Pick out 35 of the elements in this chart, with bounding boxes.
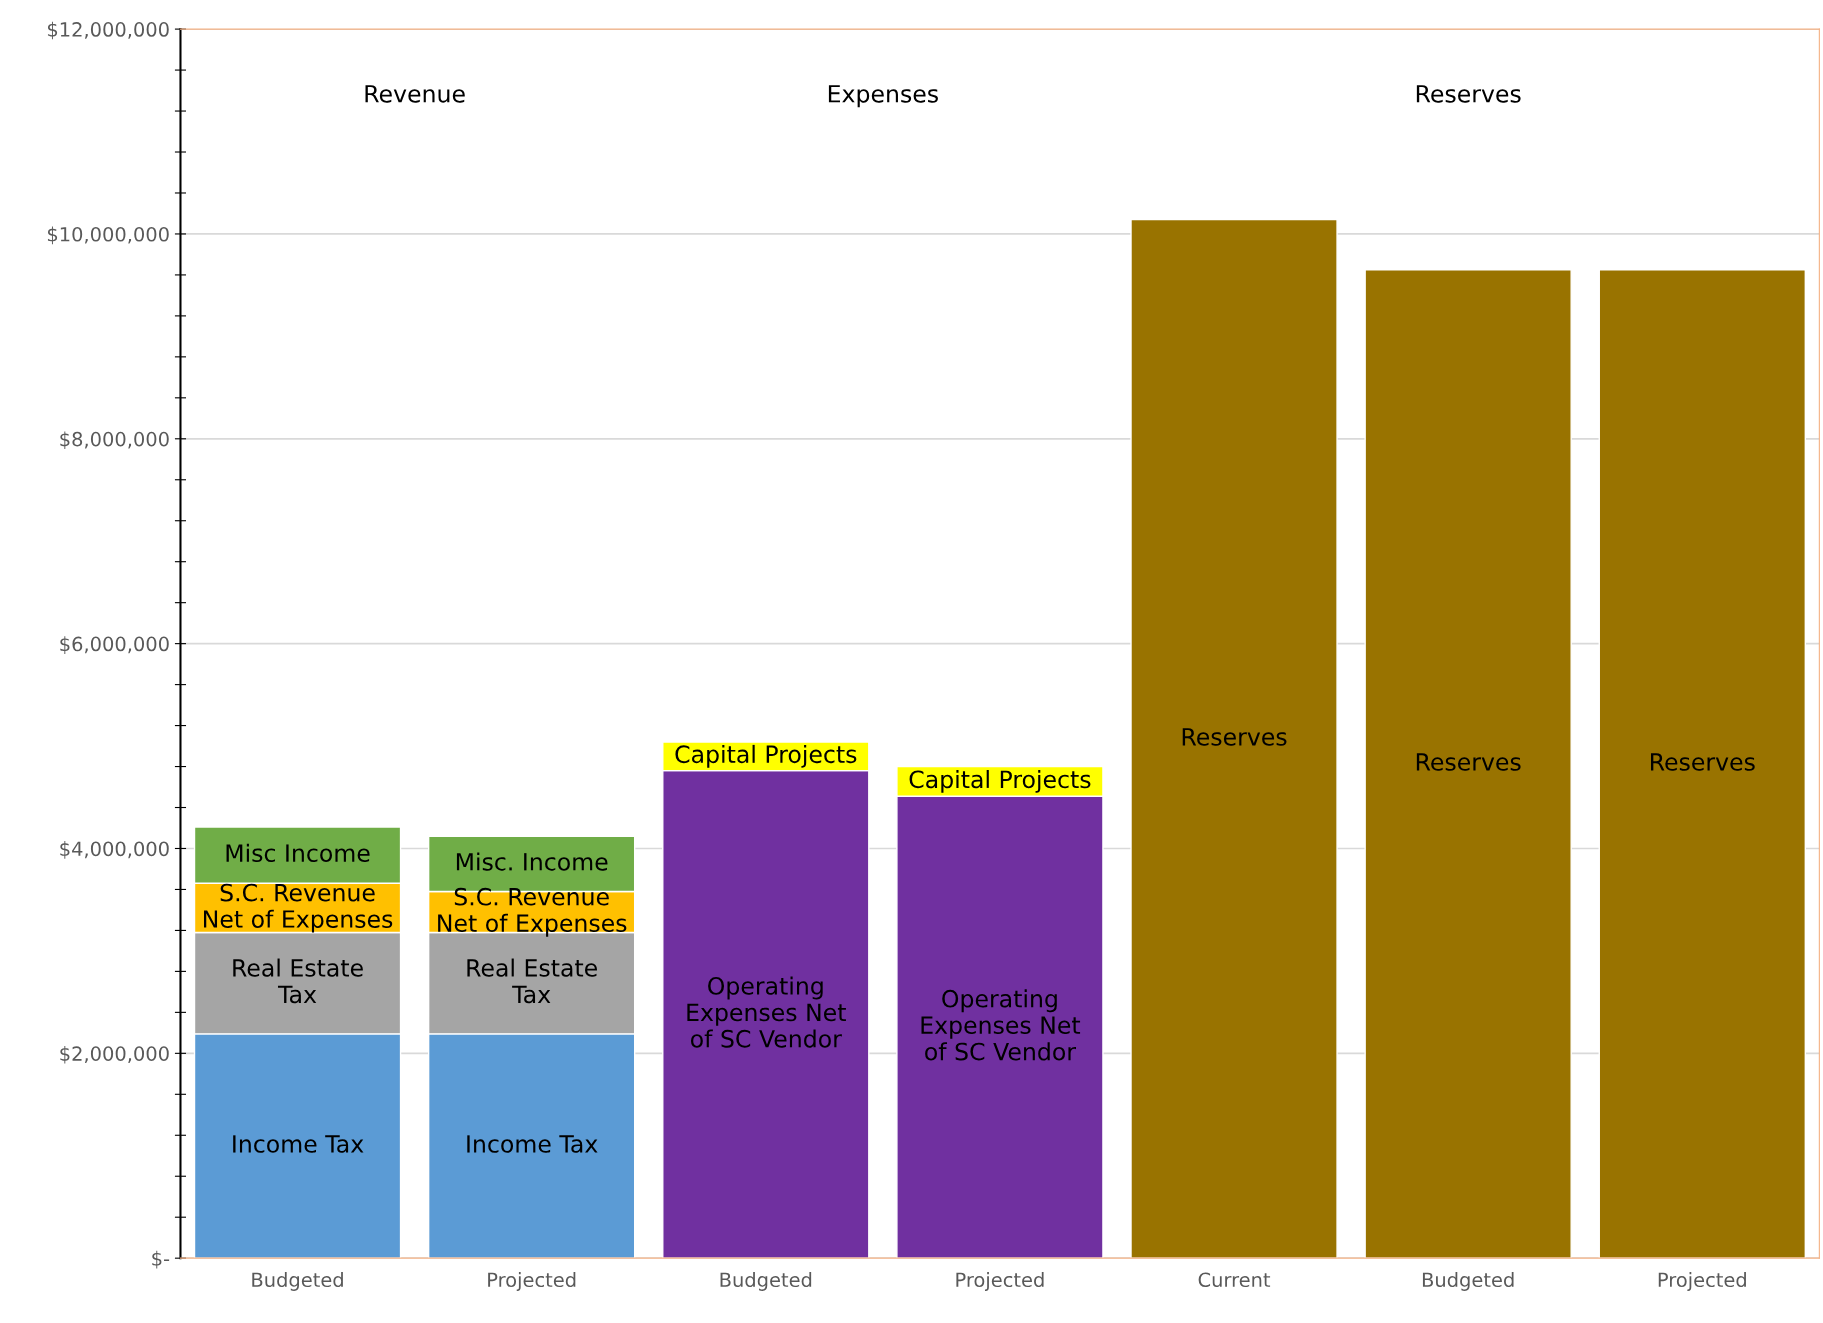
data-label: Operating Expenses Net of SC Vendor — [687, 976, 846, 1048]
data-label: Capital Projects — [675, 744, 857, 768]
annotation: Reserves — [1416, 85, 1521, 103]
data-label: Capital Projects — [909, 769, 1091, 793]
y-tick-label: $10,000,000 — [47, 226, 169, 245]
y-tick-label: $8,000,000 — [60, 431, 169, 450]
x-tick-label: Projected — [956, 1272, 1044, 1291]
x-tick-label: Budgeted — [1422, 1272, 1514, 1291]
y-tick-label: $2,000,000 — [60, 1045, 169, 1064]
data-label: Income Tax — [233, 1135, 364, 1153]
bar — [1130, 218, 1338, 1259]
data-label: Reserves — [1651, 753, 1755, 771]
y-tick-label: $- — [152, 1250, 170, 1269]
annotation: Expenses — [828, 85, 938, 108]
x-tick-label: Budgeted — [720, 1272, 812, 1291]
data-label: Misc. Income — [456, 852, 608, 871]
data-label: S.C. Revenue Net of Expenses — [438, 887, 627, 937]
y-tick-label: $6,000,000 — [60, 636, 169, 654]
x-tick-label: Budgeted — [252, 1272, 343, 1291]
x-tick-label: Current — [1198, 1272, 1271, 1288]
data-label: Real Estate Tax — [233, 958, 363, 1004]
x-tick-label: Projected — [1658, 1272, 1746, 1291]
data-label: Operating Expenses Net of SC Vendor — [921, 989, 1081, 1061]
data-label: Misc Income — [226, 843, 370, 862]
y-tick-label: $4,000,000 — [60, 841, 169, 859]
x-tick-label: Projected — [488, 1272, 576, 1291]
data-label: Income Tax — [467, 1135, 598, 1153]
data-label: Reserves — [1416, 753, 1521, 771]
annotation: Revenue — [365, 85, 465, 103]
bar — [1598, 269, 1807, 1259]
data-label: Real Estate Tax — [467, 958, 597, 1004]
data-label: Reserves — [1182, 728, 1287, 746]
bar — [1364, 269, 1572, 1259]
data-label: S.C. Revenue Net of Expenses — [204, 883, 393, 933]
y-tick-label: $12,000,000 — [47, 21, 169, 40]
